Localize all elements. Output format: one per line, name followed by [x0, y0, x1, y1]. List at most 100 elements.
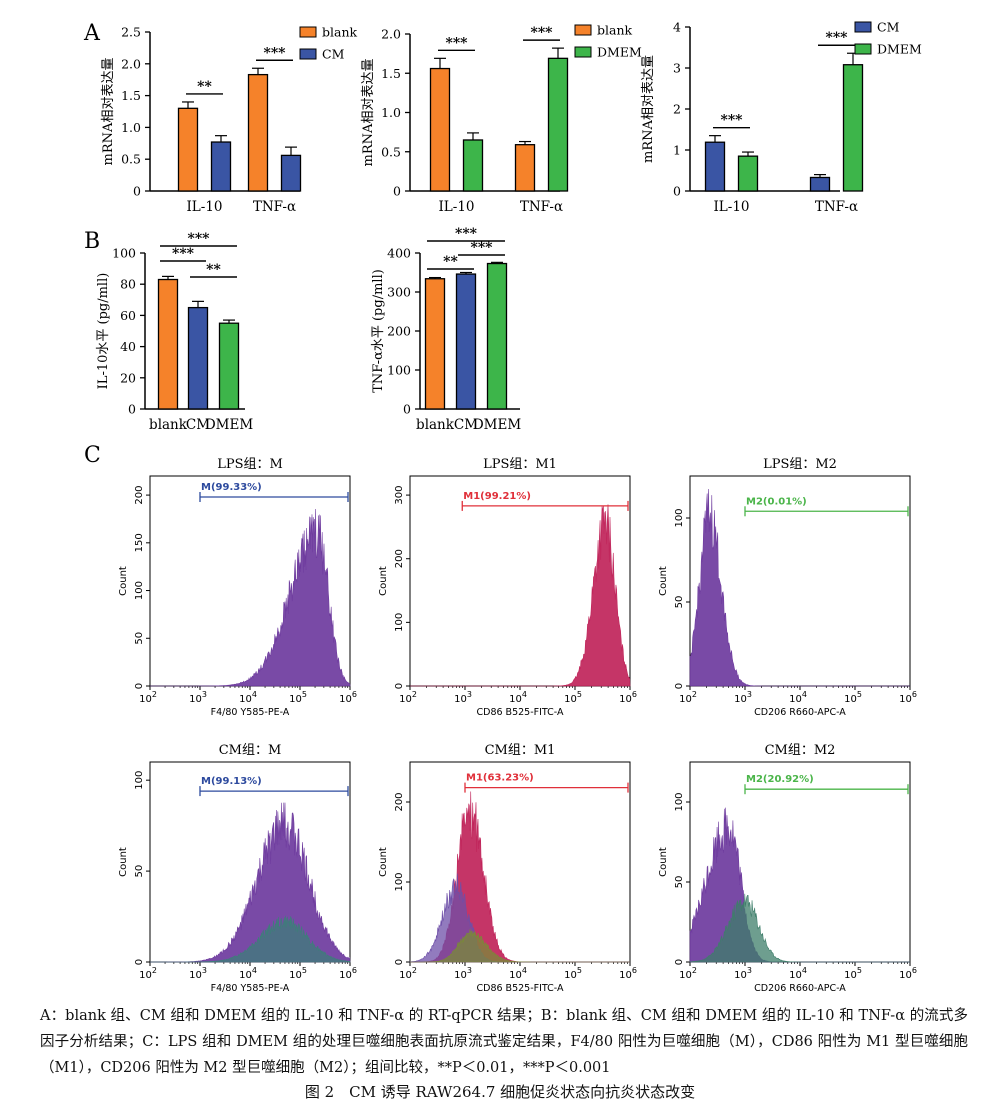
y-tick-label: 0: [393, 184, 401, 199]
y-axis-label: TNF-α水平 (pg/mll): [371, 269, 386, 393]
x-tick-label: 106: [339, 966, 357, 981]
x-tick-label: 106: [899, 966, 917, 981]
x-tick-exponent: 6: [352, 966, 357, 975]
x-tick-label: CM: [454, 417, 478, 433]
legend-label: CM: [877, 20, 900, 35]
y-tick-label: 40: [120, 339, 136, 354]
x-tick-exponent: 3: [202, 966, 207, 975]
x-tick-exponent: 6: [912, 966, 917, 975]
histogram-title: CM组：M2: [765, 743, 836, 758]
y-tick-label: 0: [128, 402, 136, 417]
gate-label: M(99.13%): [201, 776, 262, 787]
x-tick-label: 103: [189, 690, 207, 705]
bar-cm-0: [704, 141, 726, 192]
x-tick-label: 103: [454, 966, 472, 981]
x-tick-exponent: 3: [202, 690, 207, 699]
x-axis-label: CD86 B525-FITC-A: [477, 707, 564, 718]
x-tick-label: 104: [239, 966, 257, 981]
x-tick-base: 10: [564, 970, 577, 981]
y-tick-label: 50: [674, 596, 685, 609]
x-tick-label: 103: [734, 966, 752, 981]
x-tick-exponent: 4: [802, 966, 807, 975]
x-tick-base: 10: [399, 970, 412, 981]
bar-cm: [187, 306, 209, 410]
x-tick-label: 103: [189, 966, 207, 981]
y-tick-label: 100: [112, 246, 136, 261]
x-axis-label: F4/80 Y585-PE-A: [211, 707, 290, 718]
x-tick-label: 103: [454, 690, 472, 705]
significance-label: **: [206, 262, 221, 278]
x-tick-label: 102: [399, 966, 417, 981]
x-tick-exponent: 2: [412, 690, 417, 699]
x-tick-label: 102: [679, 966, 697, 981]
bar-cm: [455, 273, 477, 410]
y-axis-label: mRNA相对表达量: [641, 55, 656, 163]
figure-caption: A：blank 组、CM 组和 DMEM 组的 IL-10 和 TNF-α 的 …: [40, 1008, 968, 1076]
x-tick-label: CM: [186, 417, 210, 433]
x-tick-base: 10: [454, 694, 467, 705]
histogram-area: [150, 509, 351, 687]
bar-chart-a2: 0 0.5 1.0 1.5 2.0 mRNA相对表达量 IL-10 TNF-α *** *** bl…: [361, 23, 642, 216]
y-tick-label: 2.5: [121, 25, 141, 40]
x-tick-base: 10: [339, 970, 352, 981]
panel-label-b: B: [84, 229, 100, 254]
y-tick-label: 0: [134, 959, 145, 965]
x-tick-label: 104: [509, 966, 527, 981]
x-tick-exponent: 5: [857, 966, 862, 975]
significance-label: ***: [471, 240, 494, 256]
x-tick-base: 10: [509, 694, 522, 705]
legend-label: blank: [322, 25, 358, 40]
gate-label: M2(20.92%): [746, 774, 814, 785]
legend-label: blank: [597, 23, 633, 38]
y-tick-label: 100: [674, 508, 685, 527]
x-tick-base: 10: [844, 694, 857, 705]
x-tick-exponent: 3: [747, 690, 752, 699]
x-tick-label: DMEM: [205, 417, 254, 433]
x-tick-exponent: 3: [467, 690, 472, 699]
x-tick-label: 106: [899, 690, 917, 705]
legend-label: CM: [322, 47, 345, 62]
histogram-title: LPS组：M: [217, 457, 283, 472]
x-tick-label: TNF-α: [815, 199, 858, 215]
legend-label: DMEM: [877, 42, 922, 57]
y-tick-label: 200: [134, 486, 145, 505]
significance-label: ***: [446, 35, 469, 51]
x-tick-label: 106: [619, 690, 637, 705]
x-tick-label: blank: [416, 417, 455, 433]
x-tick-exponent: 6: [632, 690, 637, 699]
figure-title: 图 2 CM 诱导 RAW264.7 细胞促炎状态向抗炎状态改变: [304, 1083, 696, 1101]
y-tick-label: 0.5: [121, 152, 141, 167]
gate-label: M2(0.01%): [746, 496, 807, 507]
x-tick-base: 10: [789, 970, 802, 981]
figure-canvas: A B C 0 0.5 1.0 1.5 2.0 2.5 mRNA相对表达量 IL-10 TNF-…: [83, 20, 922, 995]
x-tick-exponent: 6: [352, 690, 357, 699]
x-tick-label: TNF-α: [253, 199, 296, 215]
y-tick-label: 2.0: [381, 27, 401, 42]
x-tick-exponent: 6: [632, 966, 637, 975]
x-tick-base: 10: [399, 694, 412, 705]
bar-dmem: [218, 322, 240, 410]
x-tick-exponent: 4: [522, 966, 527, 975]
x-tick-exponent: 5: [857, 690, 862, 699]
bar-blank-0: [429, 67, 451, 192]
x-tick-base: 10: [619, 970, 632, 981]
x-tick-base: 10: [899, 970, 912, 981]
legend-swatch: [299, 48, 317, 60]
histogram-title: LPS组：M2: [763, 457, 837, 472]
y-tick-label: 0: [134, 683, 145, 689]
y-axis-label: IL-10水平 (pg/mll): [96, 273, 111, 390]
x-tick-exponent: 5: [577, 966, 582, 975]
x-tick-label: 105: [844, 966, 862, 981]
y-tick-label: 100: [387, 363, 411, 378]
x-tick-base: 10: [509, 970, 522, 981]
x-tick-label: DMEM: [473, 417, 522, 433]
y-tick-label: 4: [673, 20, 681, 35]
y-tick-label: 0: [674, 959, 685, 965]
y-tick-label: 200: [387, 324, 411, 339]
y-tick-label: 300: [394, 486, 405, 505]
bar-chart-a3: 0 1 2 3 4 mRNA相对表达量 IL-10 TNF-α *** *** CM DMEM: [641, 20, 922, 216]
